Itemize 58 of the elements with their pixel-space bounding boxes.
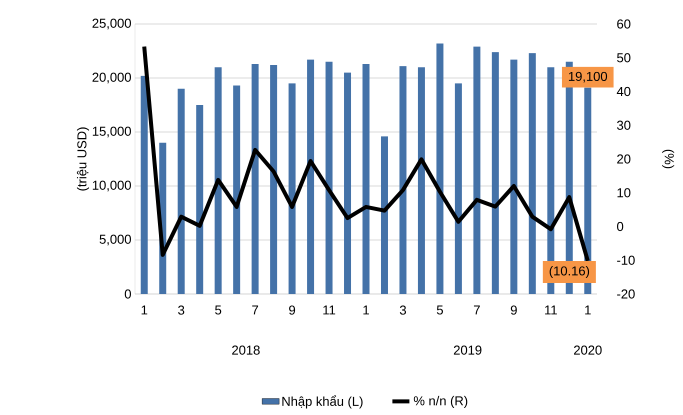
data-label: (10.16) bbox=[550, 266, 590, 278]
bar bbox=[436, 43, 444, 294]
bar bbox=[233, 86, 240, 294]
y2-tick-label: 20 bbox=[617, 154, 630, 164]
text: 2018 bbox=[232, 346, 260, 355]
x-tick-label: 3 bbox=[178, 306, 184, 315]
data-label: 19,100 bbox=[568, 72, 608, 83]
bar bbox=[140, 76, 148, 294]
y-axis-title: (triệu USD) bbox=[76, 127, 90, 191]
bar bbox=[528, 53, 536, 294]
bar bbox=[214, 67, 222, 294]
bar bbox=[454, 83, 462, 294]
y2-tick-label: 40 bbox=[616, 86, 630, 96]
y-tick-label: 10,000 bbox=[92, 180, 131, 192]
bar bbox=[252, 64, 259, 294]
x-tick-label: 11 bbox=[323, 306, 336, 314]
bar bbox=[399, 66, 406, 294]
x-tick-label: 3 bbox=[400, 306, 406, 315]
bar bbox=[492, 52, 499, 294]
y2-axis-title: (%) bbox=[662, 150, 674, 168]
text: 2020 bbox=[574, 346, 602, 355]
bar bbox=[196, 104, 204, 294]
text: 2019 bbox=[454, 346, 482, 355]
bar bbox=[473, 46, 480, 294]
y-tick-label: 20,000 bbox=[92, 72, 131, 84]
bar bbox=[418, 67, 425, 294]
legend-label: Nhập khẩu (L) bbox=[282, 395, 363, 409]
x-tick-label: 5 bbox=[436, 306, 443, 315]
y-tick-label: 25,000 bbox=[92, 18, 131, 30]
x-tick-label: 7 bbox=[252, 306, 258, 314]
x-tick-label: 7 bbox=[474, 306, 480, 314]
bar bbox=[288, 83, 296, 294]
x-tick-label: 9 bbox=[510, 306, 517, 315]
bar bbox=[326, 62, 333, 294]
y2-tick-label: 10 bbox=[618, 188, 630, 198]
y-tick-label: 0 bbox=[124, 289, 131, 299]
bar bbox=[178, 88, 185, 294]
x-tick-label: 1 bbox=[142, 306, 148, 314]
y2-tick-label: 50 bbox=[617, 53, 630, 62]
bar bbox=[510, 60, 518, 294]
legend-label: % n/n (R) bbox=[414, 396, 468, 408]
y2-tick-label: 0 bbox=[617, 222, 624, 232]
bar bbox=[344, 72, 352, 294]
y2-tick-label: 30 bbox=[617, 120, 630, 130]
y2-tick-label: -10 bbox=[617, 256, 635, 265]
x-tick-label: 9 bbox=[289, 306, 296, 315]
bar bbox=[362, 64, 370, 294]
y2-tick-label: 60 bbox=[617, 19, 630, 29]
y2-tick-label: -20 bbox=[617, 289, 635, 299]
x-tick-label: 1 bbox=[585, 306, 591, 314]
bar bbox=[380, 136, 388, 294]
x-tick-label: 5 bbox=[215, 306, 222, 315]
x-tick-label: 1 bbox=[363, 306, 369, 314]
y-tick-label: 5,000 bbox=[100, 234, 131, 246]
bar bbox=[307, 60, 314, 294]
y-tick-label: 15,000 bbox=[92, 126, 131, 138]
bar bbox=[270, 65, 278, 294]
x-tick-label: 11 bbox=[545, 306, 557, 314]
